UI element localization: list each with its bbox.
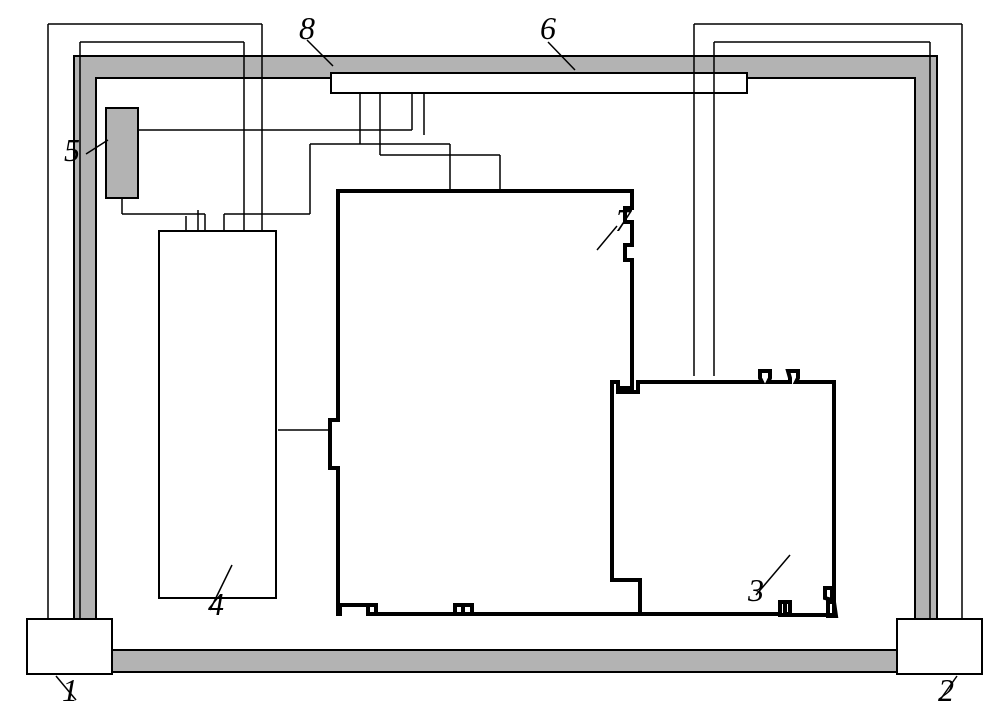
label-4: 4: [208, 586, 224, 623]
label-3: 3: [748, 572, 764, 609]
label-7: 7: [615, 202, 631, 239]
label-2: 2: [938, 672, 954, 709]
label-6: 6: [540, 10, 556, 47]
label-8: 8: [299, 10, 315, 47]
label-1: 1: [62, 672, 78, 709]
label-5: 5: [64, 132, 80, 169]
leader-lines: [0, 0, 1000, 716]
diagram-canvas: 1 2 3 4 5 6 7 8: [0, 0, 1000, 716]
